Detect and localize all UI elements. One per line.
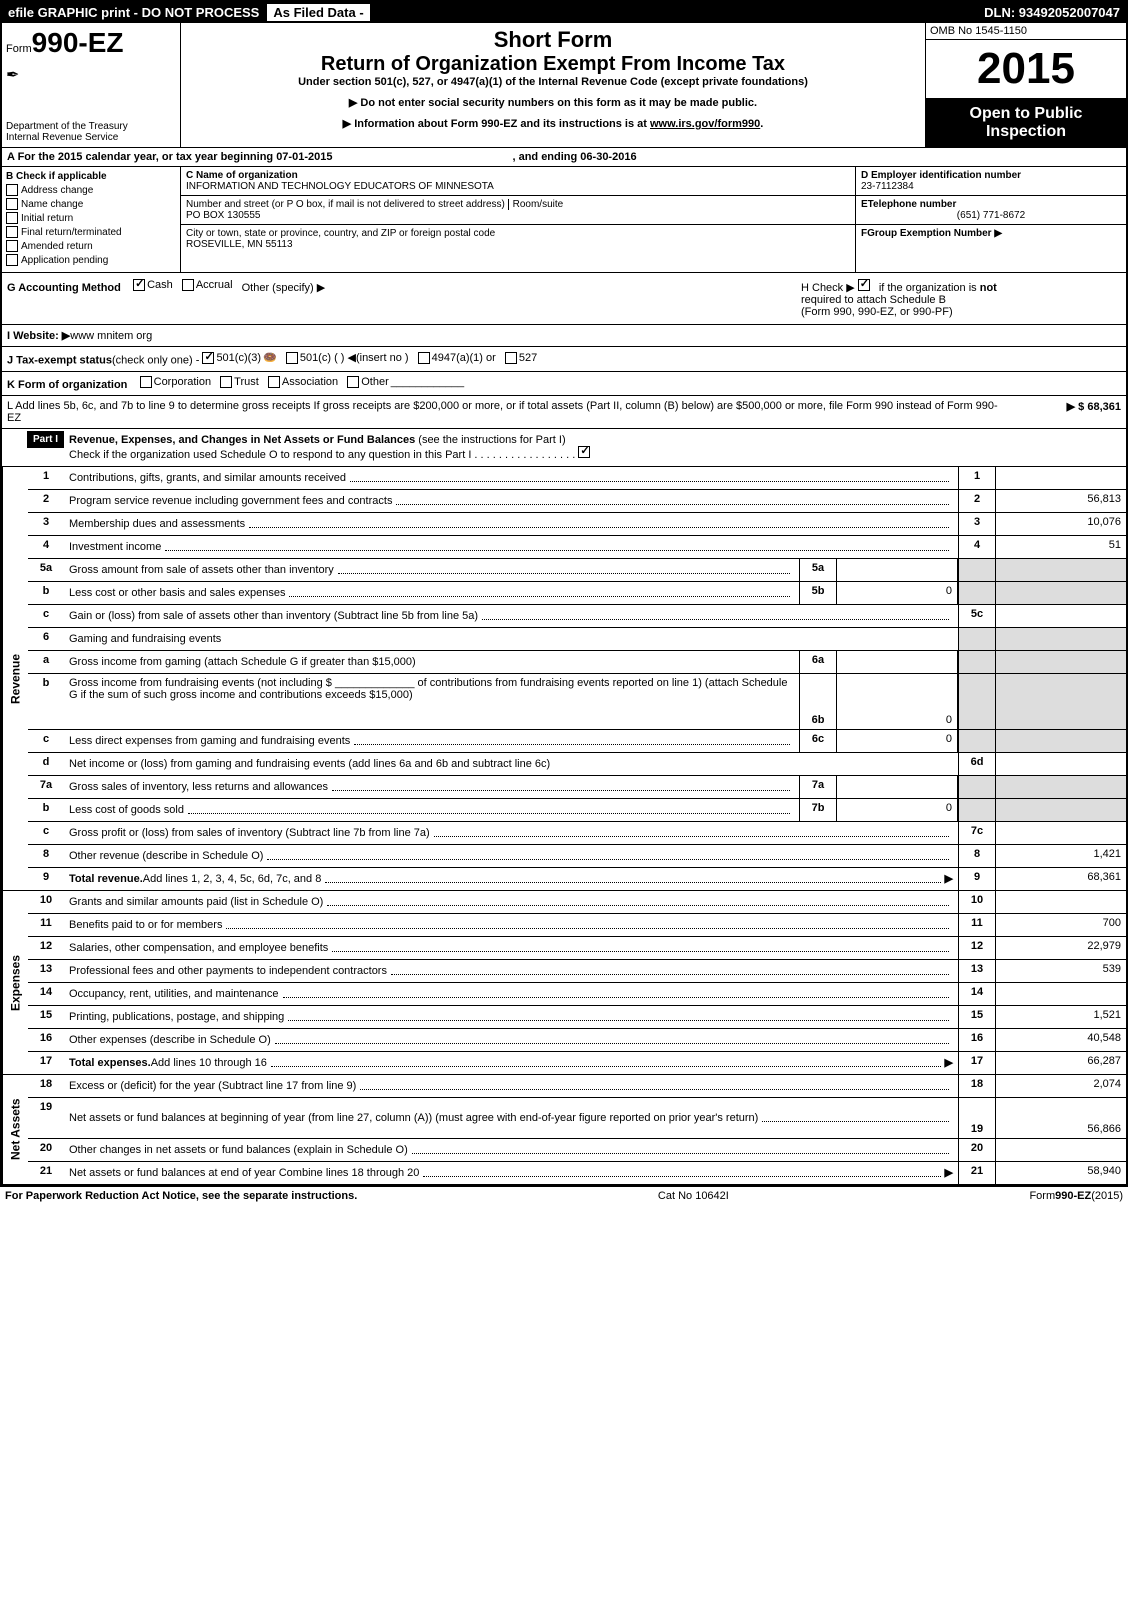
dln-label: DLN: 93492052007047 — [984, 5, 1120, 20]
room-label: Room/suite — [508, 199, 564, 210]
expenses-label: Expenses — [2, 891, 28, 1074]
g-label: G Accounting Method — [7, 282, 121, 294]
chk-trust[interactable]: Trust — [220, 376, 259, 388]
schedule-o-check: Check if the organization used Schedule … — [69, 449, 471, 461]
ein-head: D Employer identification number — [861, 170, 1021, 181]
form-number: Form990-EZ — [6, 27, 176, 59]
addr-head: Number and street (or P O box, if mail i… — [186, 199, 505, 210]
chk-amended[interactable]: Amended return — [6, 240, 176, 252]
netassets-section: Net Assets 18Excess or (deficit) for the… — [2, 1075, 1126, 1185]
page-footer: For Paperwork Reduction Act Notice, see … — [0, 1187, 1128, 1205]
chk-cash[interactable]: ✓Cash — [133, 279, 173, 291]
chk-part1-o[interactable]: ✓ — [578, 446, 590, 458]
line-i: I Website: ▶www mnitem org — [2, 325, 1126, 347]
netassets-label: Net Assets — [2, 1075, 28, 1184]
open-inspection: Open to PublicInspection — [926, 99, 1126, 147]
note-ssn: ▶ Do not enter social security numbers o… — [185, 96, 921, 109]
under-section: Under section 501(c), 527, or 4947(a)(1)… — [185, 76, 921, 88]
chk-h[interactable]: ✓ — [858, 279, 870, 291]
org-name: INFORMATION AND TECHNOLOGY EDUCATORS OF … — [186, 181, 494, 192]
section-b: B Check if applicable Address change Nam… — [2, 167, 181, 272]
irs-link[interactable]: www.irs.gov/form990 — [650, 118, 760, 130]
form-ref: Form990-EZ(2015) — [1029, 1190, 1123, 1202]
other-label: Other (specify) ▶ — [242, 282, 326, 294]
asfile-label: As Filed Data - — [267, 4, 369, 21]
section-d: D Employer identification number23-71123… — [855, 167, 1126, 272]
section-h: H Check ▶ ✓ if the organization is not r… — [801, 279, 1121, 318]
city-val: ROSEVILLE, MN 55113 — [186, 239, 293, 250]
line-j: J Tax-exempt status(check only one) - ✓5… — [2, 347, 1126, 372]
chk-other[interactable]: Other ____________ — [347, 376, 464, 388]
section-bcd: B Check if applicable Address change Nam… — [2, 167, 1126, 273]
top-bar: efile GRAPHIC print - DO NOT PROCESS As … — [2, 2, 1126, 23]
line-l: L Add lines 5b, 6c, and 7b to line 9 to … — [2, 396, 1126, 429]
omb-number: OMB No 1545-1150 — [926, 23, 1126, 40]
chk-accrual[interactable]: Accrual — [182, 279, 233, 291]
line-a: A For the 2015 calendar year, or tax yea… — [2, 148, 1126, 167]
chk-527[interactable]: 527 — [505, 352, 537, 364]
short-form-title: Short Form — [185, 27, 921, 53]
chk-address[interactable]: Address change — [6, 184, 176, 196]
phone-val: (651) 771-8672 — [861, 210, 1121, 221]
return-title: Return of Organization Exempt From Incom… — [185, 53, 921, 76]
note-info: ▶ Information about Form 990-EZ and its … — [185, 117, 921, 130]
b-header: B Check if applicable — [6, 171, 176, 182]
chk-501c[interactable]: 501(c) ( ) ◀(insert no ) — [286, 351, 409, 364]
gross-receipts: ▶ $ 68,361 — [1001, 400, 1121, 424]
irs-logo-icon: ✒ — [6, 65, 176, 85]
efile-label: efile GRAPHIC print - DO NOT PROCESS — [8, 5, 259, 20]
phone-head: ETelephone number — [861, 199, 956, 210]
section-c: C Name of organizationINFORMATION AND TE… — [181, 167, 855, 272]
revenue-label: Revenue — [2, 467, 28, 890]
dept-label: Department of the TreasuryInternal Reven… — [6, 121, 176, 143]
group-exempt: FGroup Exemption Number ▶ — [861, 228, 1002, 239]
chk-pending[interactable]: Application pending — [6, 254, 176, 266]
chk-final[interactable]: Final return/terminated — [6, 226, 176, 238]
revenue-section: Revenue 1Contributions, gifts, grants, a… — [2, 467, 1126, 891]
chk-4947[interactable]: 4947(a)(1) or — [418, 352, 496, 364]
c-head: C Name of organization — [186, 170, 298, 181]
paperwork-notice: For Paperwork Reduction Act Notice, see … — [5, 1190, 357, 1202]
ein-val: 23-7112384 — [861, 181, 914, 192]
chk-501c3[interactable]: ✓501(c)(3)🍩 — [202, 351, 276, 364]
city-head: City or town, state or province, country… — [186, 228, 495, 239]
line-k: K Form of organization Corporation Trust… — [2, 372, 1126, 396]
line-gh: G Accounting Method ✓Cash Accrual Other … — [2, 273, 1126, 325]
chk-corp[interactable]: Corporation — [140, 376, 211, 388]
part1-header: Part I Revenue, Expenses, and Changes in… — [2, 429, 1126, 467]
addr-val: PO BOX 130555 — [186, 210, 261, 221]
header-row: Form990-EZ ✒ Department of the TreasuryI… — [2, 23, 1126, 148]
expenses-section: Expenses 10Grants and similar amounts pa… — [2, 891, 1126, 1075]
form-page: efile GRAPHIC print - DO NOT PROCESS As … — [0, 0, 1128, 1187]
chk-assoc[interactable]: Association — [268, 376, 338, 388]
website-val: www mnitem org — [70, 330, 152, 342]
chk-initial[interactable]: Initial return — [6, 212, 176, 224]
tax-year: 2015 — [926, 40, 1126, 99]
part1-label: Part I — [27, 431, 64, 448]
cat-no: Cat No 10642I — [658, 1190, 729, 1202]
chk-name[interactable]: Name change — [6, 198, 176, 210]
